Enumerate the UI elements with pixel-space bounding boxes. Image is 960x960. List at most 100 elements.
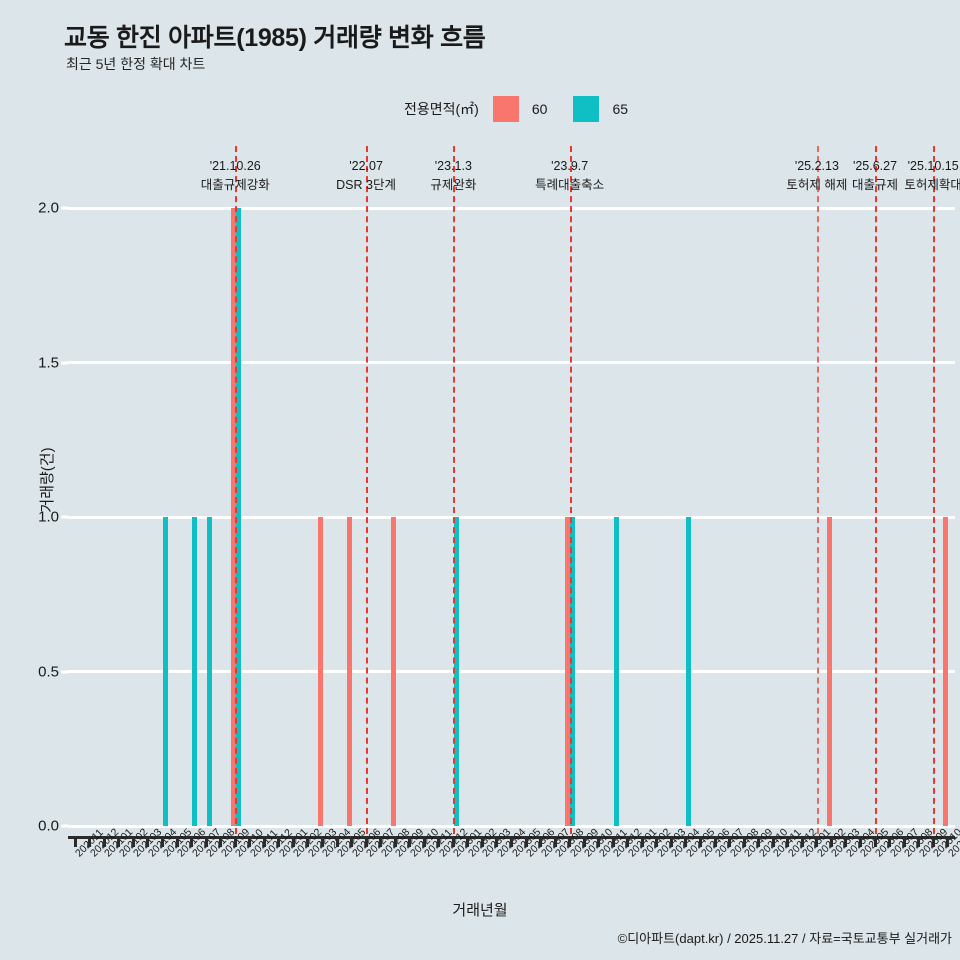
bar[interactable] [192,517,198,826]
x-axis-tick-mark [873,836,877,847]
y-gridline [68,361,955,364]
event-marker-line [235,146,238,834]
x-axis-tick-mark [815,836,819,847]
y-gridline [68,206,955,210]
y-axis-tick-label: 2.0 [38,199,59,217]
bar[interactable] [686,517,692,826]
x-axis-tick-mark [451,836,455,847]
x-axis-tick-mark [539,836,543,847]
x-axis-tick-mark [757,836,761,847]
event-date: '25.10.15 [907,159,959,173]
x-axis-tick-mark [699,836,703,847]
x-axis-tick-mark [277,836,281,847]
x-axis-tick-mark [888,836,892,847]
x-axis-tick-mark [611,836,615,847]
event-marker-line [816,146,819,834]
bar[interactable] [206,517,212,826]
y-axis-tick-label: 1.0 [38,508,59,526]
x-axis-tick-mark [466,836,470,847]
y-axis-title: 거래량(건) [39,447,57,513]
x-axis-tick-mark [190,836,194,847]
x-axis-tick-mark [393,836,397,847]
legend-swatch-65 [573,96,600,122]
x-axis-tick-mark [510,836,513,847]
x-axis-tick-mark [829,836,833,847]
x-axis-tick-mark [669,836,673,847]
x-axis-tick-mark [946,836,950,847]
bar[interactable] [230,208,236,826]
x-axis-tick-mark [771,836,775,847]
plot-area: 0.0 0.5 1.0 1.5 2.0 [38,146,955,835]
bar[interactable] [390,517,396,826]
bar[interactable] [317,517,323,826]
x-axis-tick-mark [626,836,630,847]
bar[interactable] [565,517,571,826]
x-axis-tick-mark [800,836,804,847]
x-axis-tick-mark [320,836,324,847]
bar[interactable] [943,517,949,826]
x-axis-tick-mark [306,836,310,847]
x-axis-tick-mark [248,836,252,847]
x-axis-tick-mark [902,836,906,847]
y-axis-tick-mark [61,206,68,210]
y-axis-tick-mark [61,361,68,364]
x-axis-tick-mark [524,836,528,847]
event-annotation-label: '25.10.15 토허제확대 [873,157,960,195]
y-gridline [68,515,955,519]
x-axis-tick-mark [684,836,688,847]
x-axis-tick-mark [597,836,601,847]
x-axis-tick-mark [931,836,935,847]
y-axis-tick-mark [61,824,68,828]
x-axis-tick-mark [291,836,295,847]
event-description: 토허제확대 [904,178,960,192]
x-axis-tick-mark [335,836,339,847]
x-axis-tick-mark [844,836,848,847]
x-axis-tick-mark [233,836,237,847]
x-axis-tick-mark [422,836,426,847]
event-marker-line [453,146,456,834]
y-axis-tick-label: 1.5 [38,354,59,371]
bar[interactable] [570,517,576,826]
x-axis-tick-mark [117,836,121,847]
legend-label-60: 60 [531,101,548,117]
bar[interactable] [163,517,168,826]
x-axis-tick-mark [582,836,586,847]
x-axis-tick-mark [713,836,717,847]
x-axis-tick-mark [102,836,106,847]
x-axis-tick-mark [73,836,77,847]
y-axis-tick-label: 0.5 [38,663,59,680]
bar[interactable] [826,517,832,826]
y-axis-tick-label: 0.0 [38,817,59,835]
bar[interactable] [235,208,241,826]
x-axis-tick-mark [364,836,368,847]
page-subtitle: 최근 5년 한정 확대 차트 [66,56,206,72]
page-title: 교동 한진 아파트(1985) 거래량 변화 흐름 [64,24,486,52]
y-gridline [68,824,955,828]
x-axis-tick-mark [917,836,921,847]
bar[interactable] [613,517,619,826]
x-axis-tick-mark [88,836,92,847]
x-axis-tick-mark [131,836,135,847]
bar[interactable] [347,517,353,826]
x-axis-tick-mark [728,836,732,847]
x-axis-title: 거래년월 [452,902,508,919]
x-axis-tick-mark [146,836,150,847]
legend-swatch-60 [492,96,519,122]
x-axis-tick-mark [219,836,223,847]
x-axis-tick-mark [495,836,499,847]
event-marker-line [933,146,936,834]
bar[interactable] [453,517,459,826]
x-axis-tick-mark [640,836,644,847]
x-axis-tick-mark [204,836,208,847]
legend-label-65: 65 [612,101,629,117]
x-axis-tick-mark [350,836,354,847]
x-axis-tick-mark [161,836,165,847]
footer-credit: ©디아파트(dapt.kr) / 2025.11.27 / 자료=국토교통부 실… [617,931,952,946]
y-gridline [68,670,955,673]
x-axis-tick-mark [379,836,383,847]
x-axis-tick-mark [553,836,557,847]
x-axis-tick-mark [408,836,412,847]
x-axis-tick-mark [175,836,179,847]
y-axis-tick-mark [61,515,68,519]
